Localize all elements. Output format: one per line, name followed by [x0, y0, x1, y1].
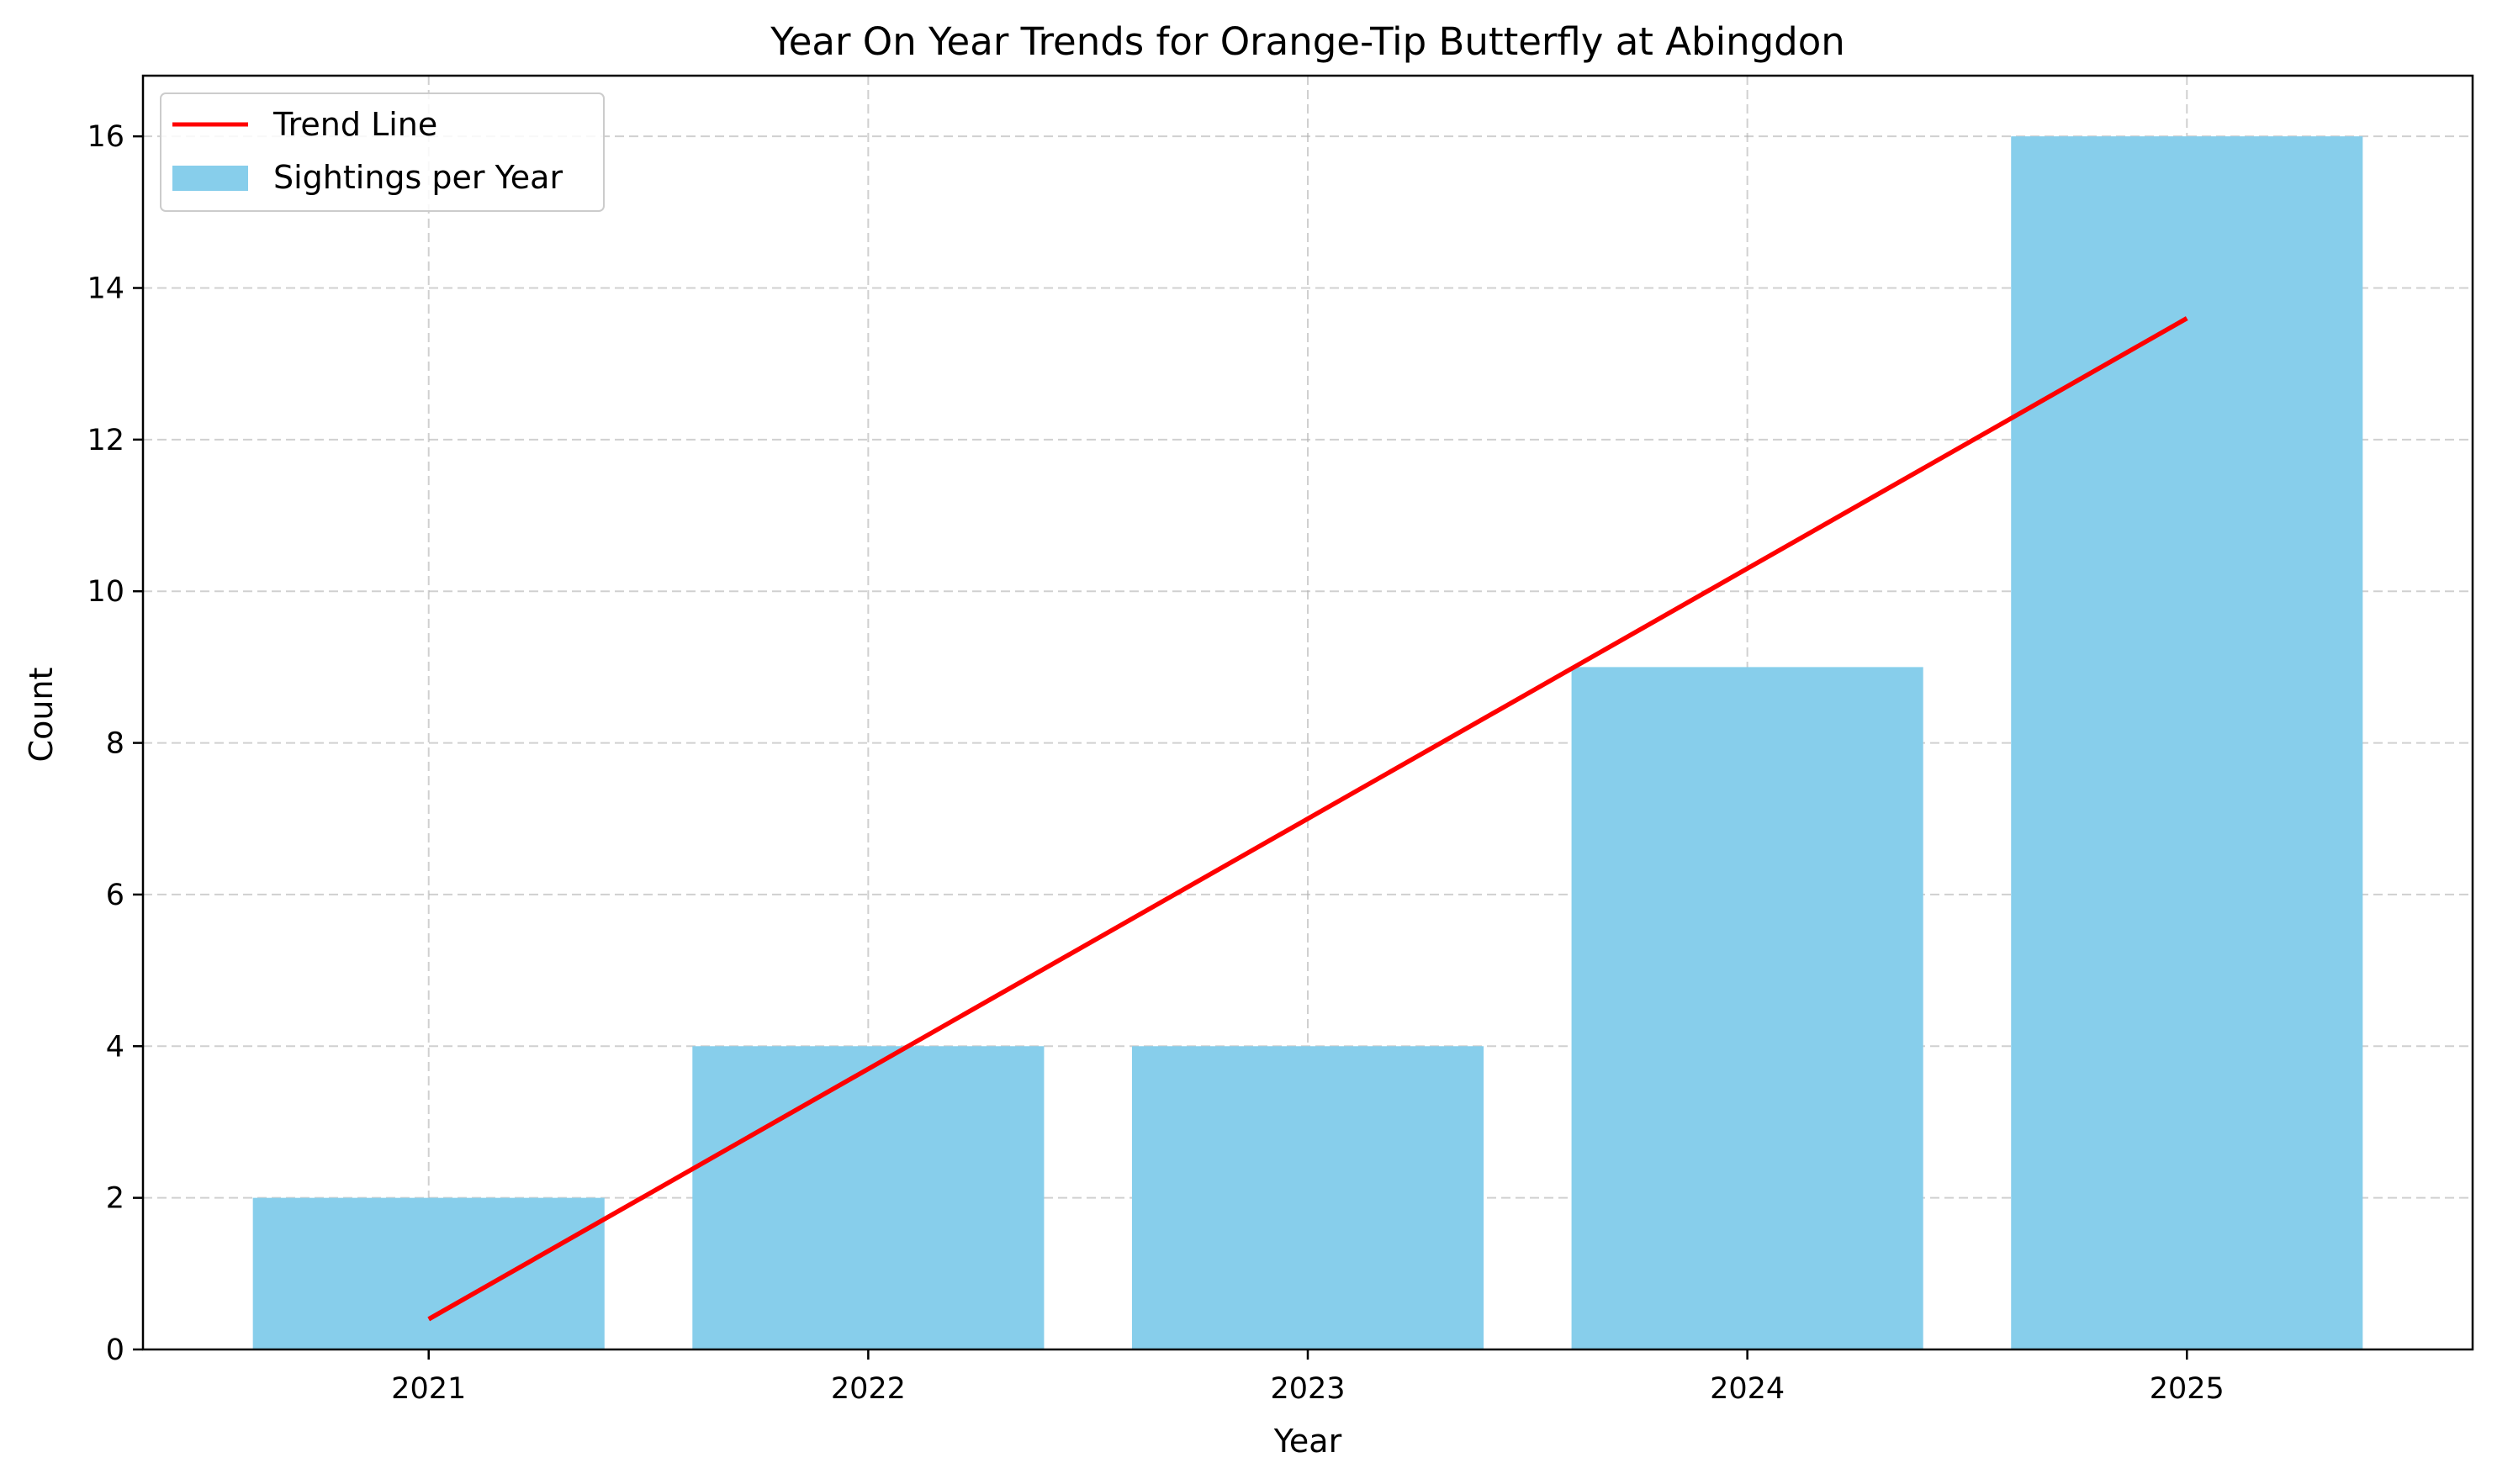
x-axis-label: Year — [1273, 1423, 1342, 1460]
bar-2023 — [1131, 1046, 1484, 1349]
legend-box — [160, 92, 605, 212]
legend-sightings-swatch — [172, 166, 248, 191]
trend-line — [427, 316, 2188, 1322]
y-axis-ticks: 0 2 4 6 8 10 12 14 16 — [87, 120, 143, 1367]
x-tick-label: 2024 — [1710, 1372, 1785, 1406]
y-tick-label: 4 — [106, 1030, 124, 1064]
y-tick-label: 2 — [106, 1182, 124, 1216]
x-tick-label: 2023 — [1270, 1372, 1345, 1406]
y-tick-label: 6 — [106, 879, 124, 912]
y-tick-label: 0 — [106, 1333, 124, 1367]
chart-title: Year On Year Trends for Orange-Tip Butte… — [770, 19, 1845, 64]
legend-trend-line-label: Trend Line — [272, 106, 437, 143]
bar-2022 — [692, 1046, 1045, 1349]
y-tick-label: 8 — [106, 727, 124, 761]
x-tick-label: 2022 — [831, 1372, 906, 1406]
legend: Trend Line Sightings per Year — [160, 92, 605, 212]
bar-2025 — [2011, 136, 2363, 1350]
legend-sightings-label: Sightings per Year — [273, 159, 563, 196]
y-tick-label: 10 — [87, 575, 124, 609]
x-axis-ticks: 2021 2022 2023 2024 2025 — [391, 1349, 2225, 1406]
bar-2021 — [252, 1197, 605, 1349]
y-axis-label: Count — [23, 668, 60, 763]
x-tick-label: 2021 — [391, 1372, 466, 1406]
x-tick-label: 2025 — [2150, 1372, 2225, 1406]
y-tick-label: 16 — [87, 120, 124, 154]
trend-line-group — [427, 316, 2188, 1322]
bar-2024 — [1571, 667, 1923, 1349]
y-tick-label: 14 — [87, 272, 124, 306]
y-tick-label: 12 — [87, 424, 124, 457]
bars — [252, 136, 2363, 1350]
